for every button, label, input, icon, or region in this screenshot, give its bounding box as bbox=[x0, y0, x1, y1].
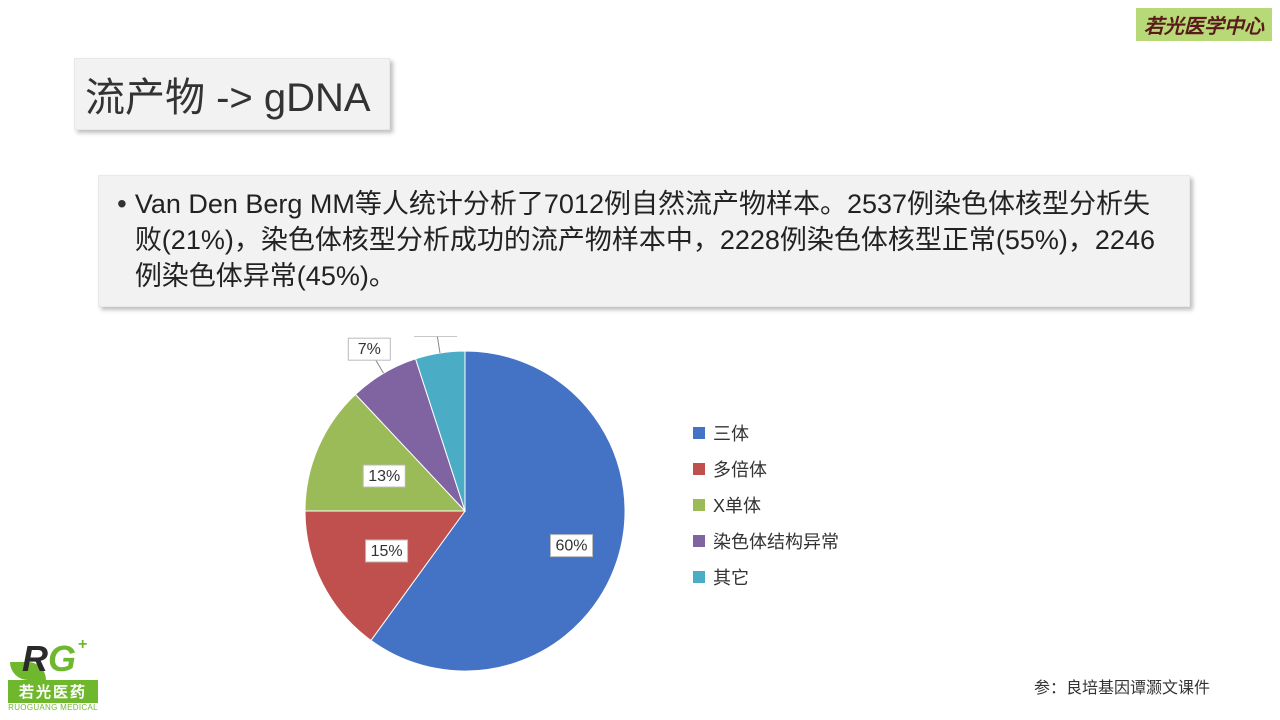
slide-title: 流产物 -> gDNA bbox=[85, 65, 371, 123]
logo-cn-text: 若光医药 bbox=[8, 680, 98, 703]
title-box: 流产物 -> gDNA bbox=[74, 58, 390, 130]
pie-label: 13% bbox=[368, 468, 400, 485]
pie-label: 7% bbox=[358, 341, 381, 358]
bullet-icon: • bbox=[117, 186, 127, 222]
legend-swatch bbox=[693, 571, 705, 583]
legend-item: 多倍体 bbox=[693, 456, 839, 482]
logo-letter-g: G bbox=[48, 638, 76, 680]
legend-label: 染色体结构异常 bbox=[713, 528, 839, 554]
legend-swatch bbox=[693, 499, 705, 511]
corner-badge: 若光医学中心 bbox=[1136, 8, 1272, 41]
body-box: • Van Den Berg MM等人统计分析了7012例自然流产物样本。253… bbox=[98, 175, 1190, 307]
pie-chart: 60%15%13%7%5% 三体多倍体X单体染色体结构异常其它 bbox=[295, 330, 995, 690]
legend-label: 多倍体 bbox=[713, 456, 767, 482]
pie-label: 60% bbox=[556, 538, 588, 555]
legend-item: 其它 bbox=[693, 564, 839, 590]
body-text: Van Den Berg MM等人统计分析了7012例自然流产物样本。2537例… bbox=[135, 186, 1171, 294]
pie-label: 15% bbox=[371, 543, 403, 560]
footnote: 参：良培基因谭灏文课件 bbox=[1034, 674, 1210, 698]
legend-swatch bbox=[693, 535, 705, 547]
legend-item: X单体 bbox=[693, 492, 839, 518]
slide: 若光医学中心 流产物 -> gDNA • Van Den Berg MM等人统计… bbox=[0, 0, 1280, 720]
plus-icon: + bbox=[78, 636, 87, 654]
logo: R G + 若光医药 RUOGUANG MEDICAL bbox=[8, 638, 98, 712]
pie-svg: 60%15%13%7%5% bbox=[295, 336, 675, 696]
legend-label: 三体 bbox=[713, 420, 749, 446]
legend-swatch bbox=[693, 463, 705, 475]
legend-item: 三体 bbox=[693, 420, 839, 446]
pie-legend: 三体多倍体 X单体染色体结构异常其它 bbox=[693, 420, 839, 600]
logo-en-text: RUOGUANG MEDICAL bbox=[8, 703, 98, 712]
legend-label: X单体 bbox=[713, 492, 761, 518]
legend-label: 其它 bbox=[713, 564, 749, 590]
legend-item: 染色体结构异常 bbox=[693, 528, 839, 554]
legend-swatch bbox=[693, 427, 705, 439]
logo-letter-r: R bbox=[22, 638, 48, 680]
